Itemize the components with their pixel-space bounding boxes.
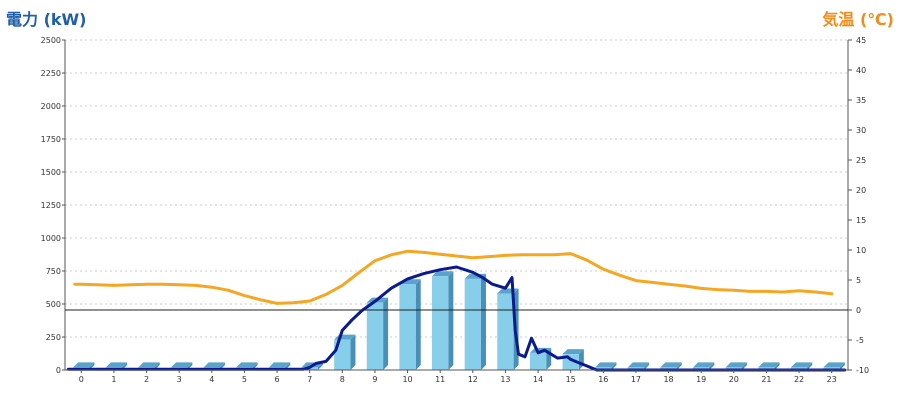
x-tick-label: 3 [177,375,182,384]
bar-top [203,362,225,368]
bar-top [562,349,584,355]
y-tick-label: 1250 [41,201,61,210]
bar-top [105,362,128,368]
bar-top [171,362,193,368]
tick-labels: 02505007501000125015001750200022502500-1… [41,36,869,384]
bar-front [366,302,384,370]
y2-tick-label: 35 [856,96,866,105]
x-tick-label: 2 [144,375,149,384]
temperature-line [73,249,834,305]
bar-8 [334,334,356,370]
bar-top [268,362,291,368]
x-tick-label: 16 [598,375,608,384]
bar-side [839,362,845,370]
y2-tick-label: -10 [856,366,869,375]
bar-10 [399,279,421,370]
x-tick-label: 7 [307,375,312,384]
bar-top [693,362,715,368]
bar-top [725,362,747,368]
bar-side [644,362,650,370]
y-tick-label: 1000 [41,234,61,243]
y2-tick-label: 25 [856,156,866,165]
bar-side [774,362,780,370]
bar-9 [366,297,389,370]
x-tick-label: 9 [372,375,377,384]
x-tick-label: 19 [696,375,706,384]
x-tick-label: 14 [533,375,543,384]
y2-tick-label: 40 [856,66,866,75]
bar-top [627,362,650,368]
y2-tick-label: 15 [856,216,866,225]
x-tick-label: 10 [402,375,412,384]
grid-lines [65,39,848,338]
x-tick-label: 18 [663,375,673,384]
bar-top [595,362,617,368]
x-tick-label: 22 [794,375,804,384]
y-tick-label: 2500 [41,36,61,45]
y2-tick-label: 10 [856,246,866,255]
y2-tick-label: -5 [856,336,864,345]
bar-front [432,276,449,370]
bar-top [236,362,258,368]
y-tick-label: 500 [46,300,61,309]
x-tick-label: 11 [435,375,445,384]
x-tick-label: 20 [729,375,739,384]
bar-side [709,362,715,370]
y2-tick-label: 20 [856,186,866,195]
y2-tick-label: 0 [856,306,861,315]
bar-side [383,297,389,370]
y2-tick-label: 30 [856,126,866,135]
bar-side [807,362,813,370]
x-tick-label: 15 [566,375,576,384]
bar-top [790,362,813,368]
bar-side [741,362,747,370]
y-tick-label: 1750 [41,135,61,144]
bar-side [350,334,356,370]
bar-side [415,279,421,370]
bar-side [611,362,617,370]
x-tick-label: 17 [631,375,641,384]
line-series [66,249,847,372]
bar-front [464,278,481,370]
y2-tick-label: 45 [856,36,866,45]
bar-top [758,362,780,368]
bar-front [529,352,547,370]
y-tick-label: 0 [56,366,61,375]
x-tick-label: 8 [340,375,345,384]
left-axis-title: 電力 (kW) [6,10,87,29]
x-tick-label: 4 [209,375,214,384]
y-tick-label: 250 [46,333,61,342]
axes [62,39,852,373]
bar-side [448,271,454,370]
bar-top [73,362,95,368]
x-tick-label: 0 [79,375,84,384]
bar-front [399,284,416,370]
power-line [66,265,847,372]
bar-side [317,362,323,370]
bar-top [660,362,682,368]
x-tick-label: 12 [468,375,478,384]
y2-tick-label: 5 [856,276,861,285]
right-axis-title: 気温 (℃) [822,10,894,29]
x-tick-label: 1 [111,375,116,384]
x-tick-label: 13 [500,375,510,384]
bar-front [497,293,514,370]
y-tick-label: 750 [46,267,61,276]
bar-12 [464,273,486,370]
x-tick-label: 21 [761,375,771,384]
bar-top [432,271,454,277]
x-tick-label: 5 [242,375,247,384]
y-tick-label: 2000 [41,102,61,111]
bar-top [138,362,160,368]
bar-side [480,273,486,370]
bar-11 [432,271,454,370]
bar-top [823,362,845,368]
y-tick-label: 2250 [41,69,61,78]
bar-side [676,362,682,370]
y-tick-label: 1500 [41,168,61,177]
x-tick-label: 6 [275,375,280,384]
x-tick-label: 23 [827,375,837,384]
